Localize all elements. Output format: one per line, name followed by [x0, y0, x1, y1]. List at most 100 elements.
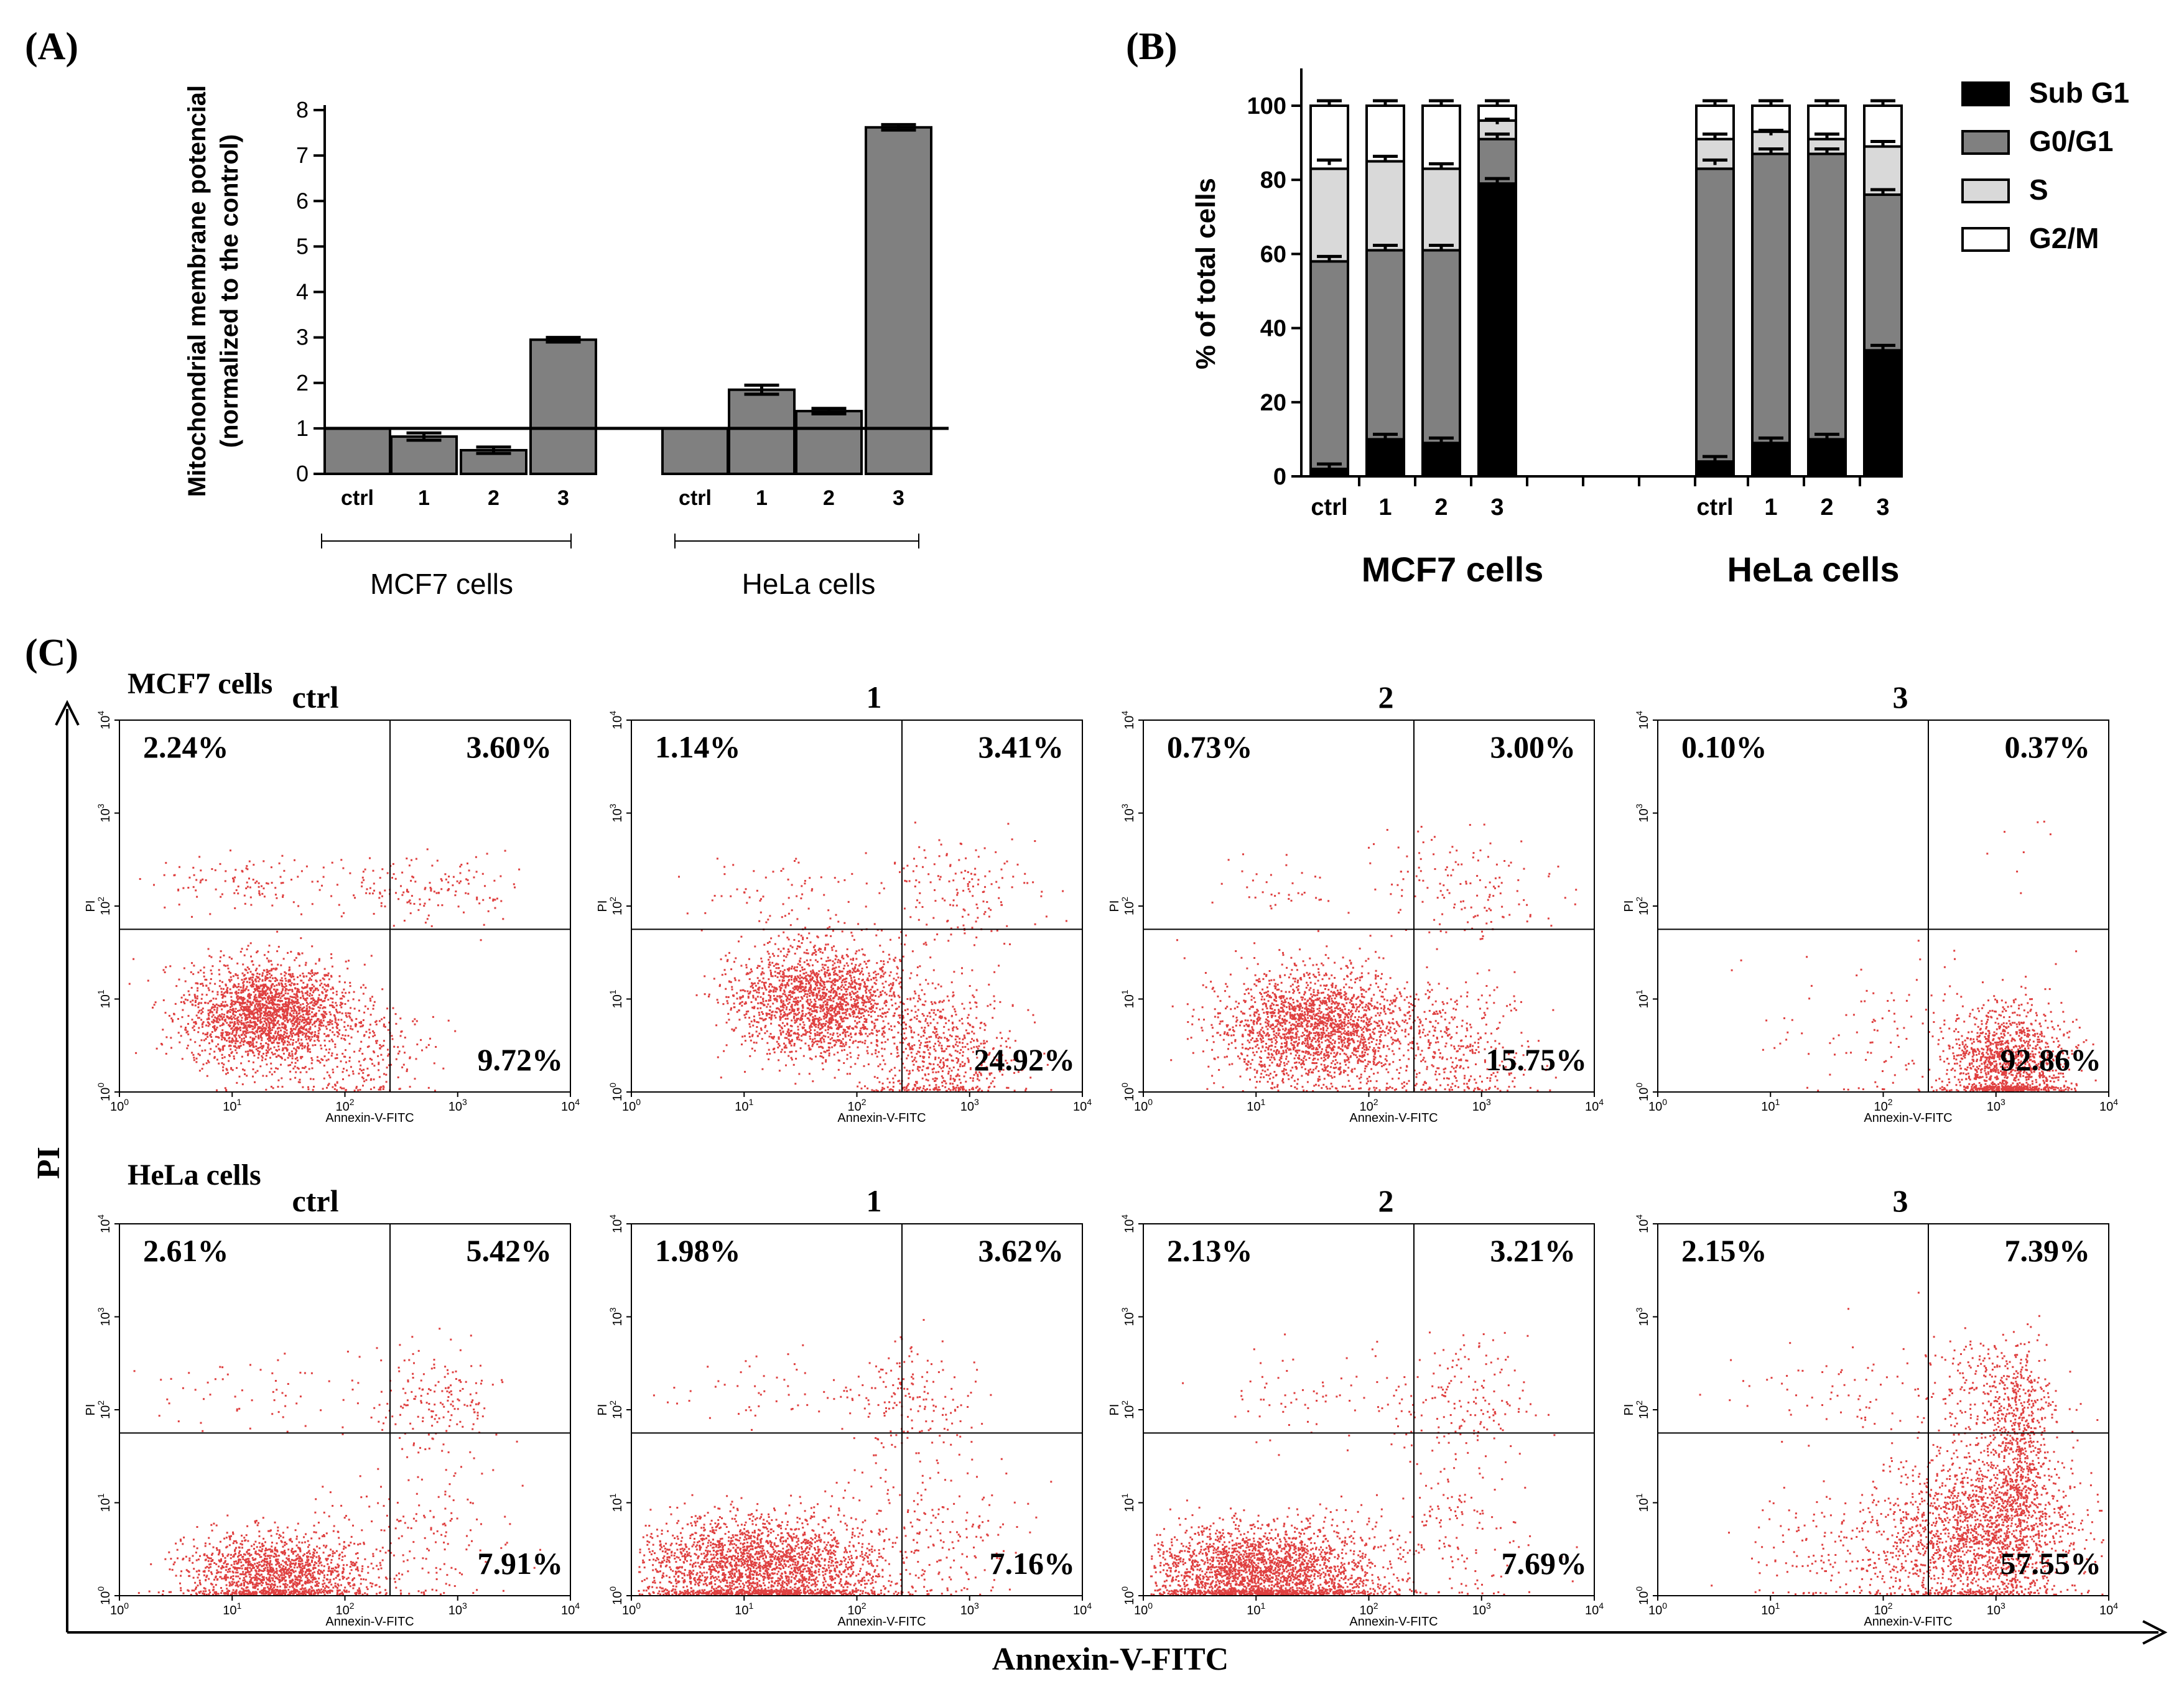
quadrant-lower-right-percent: 7.69%	[1502, 1546, 1587, 1581]
flow-plot: ctrl100100101101102102103103104104Annexi…	[84, 680, 580, 1125]
stacked-bar-segment	[1751, 104, 1791, 133]
quadrant-lower-right-percent: 92.86%	[2000, 1042, 2102, 1077]
y-tick-label: 102	[96, 897, 113, 915]
stacked-bar-segment	[1365, 249, 1405, 441]
y-axis-label-line2: (normalized to the control)	[216, 134, 243, 448]
y-tick-label: 101	[96, 1493, 113, 1512]
y-tick-label: 104	[1634, 711, 1651, 729]
event-dots	[1731, 820, 2097, 1092]
plot-y-axis-label: PI	[84, 900, 98, 912]
x-tick-label: 103	[1987, 1097, 2005, 1114]
quadrant-upper-right-percent: 3.60%	[467, 729, 552, 764]
x-tick-label: ctrl	[1696, 494, 1733, 520]
y-tick-label: 100	[1247, 93, 1286, 119]
y-tick-label: 101	[608, 1493, 625, 1512]
x-tick-label: 1	[418, 486, 430, 510]
plot-frame	[1143, 719, 1595, 1093]
x-tick-label: 1	[756, 486, 768, 510]
y-tick-label: 104	[96, 711, 113, 729]
group-label: HeLa cells	[742, 568, 876, 600]
x-tick-label: 103	[448, 1601, 467, 1617]
quadrant-lower-right-percent: 15.75%	[1486, 1042, 1587, 1077]
quadrant-upper-left-percent: 2.15%	[1681, 1233, 1767, 1268]
quadrant-upper-left-percent: 2.24%	[143, 729, 229, 764]
plot-y-axis-label: PI	[1622, 900, 1636, 912]
plot-title: 1	[867, 1183, 882, 1218]
panel-label-b: (B)	[1126, 25, 1178, 68]
event-dots	[1150, 1331, 1578, 1596]
y-tick-label: 100	[1634, 1586, 1651, 1605]
x-tick-label: 104	[1585, 1601, 1604, 1617]
panel-b-cell-cycle-chart: 0 20 40 60 80 100 ctrl 1 2 3 ctrl 1 2 3 MCF7 cells HeLa…	[1191, 68, 2129, 589]
y-tick-label: 6	[296, 188, 309, 213]
stacked-bar-segment	[1421, 167, 1461, 252]
x-tick-label: 104	[2099, 1097, 2118, 1114]
plot-frame	[119, 1223, 571, 1596]
flow-plot: 2100100101101102102103103104104Annexin-V…	[1108, 1183, 1604, 1629]
plot-x-axis-label: Annexin-V-FITC	[1349, 1111, 1438, 1125]
y-tick-label: 100	[608, 1586, 625, 1605]
y-tick-label: 8	[296, 97, 309, 123]
x-tick-label: 103	[448, 1097, 467, 1114]
y-tick-label: 103	[608, 803, 625, 822]
y-tick-label: 3	[296, 325, 309, 350]
x-tick-label: ctrl	[679, 486, 712, 510]
stacked-bar-segment	[1309, 260, 1349, 471]
bar	[661, 427, 729, 475]
x-tick-label: 101	[223, 1601, 241, 1617]
group-label: MCF7 cells	[1362, 550, 1544, 589]
stacked-bar-segment	[1807, 438, 1847, 478]
flow-plot: 1100100101101102102103103104104Annexin-V…	[596, 680, 1092, 1125]
stacked-bar-segment	[1365, 104, 1405, 163]
y-tick-label: 101	[608, 989, 625, 1008]
x-tick-label: 3	[557, 486, 569, 510]
quadrant-lower-right-percent: 57.55%	[2000, 1546, 2102, 1581]
stacked-bar-segment	[1863, 145, 1903, 197]
y-tick-label: 101	[1634, 989, 1651, 1008]
x-tick-label: 100	[622, 1601, 641, 1617]
flow-plot: 3100100101101102102103103104104Annexin-V…	[1622, 1183, 2118, 1629]
stacked-bar-segment	[1421, 104, 1461, 170]
y-tick-label: 103	[1634, 1307, 1651, 1326]
y-tick-label: 102	[608, 897, 625, 915]
x-tick-label: 3	[1876, 494, 1889, 520]
stacked-bar-segment	[1863, 104, 1903, 148]
plot-x-axis-label: Annexin-V-FITC	[1864, 1111, 1952, 1125]
plot-x-axis-label: Annexin-V-FITC	[1349, 1615, 1438, 1629]
x-tick-label: 100	[110, 1097, 129, 1114]
legend-label: G2/M	[2029, 222, 2099, 254]
stacked-bar-segment	[1695, 460, 1735, 478]
x-tick-label: 102	[1874, 1097, 1892, 1114]
flow-plot: ctrl100100101101102102103103104104Annexi…	[84, 1183, 580, 1629]
plot-title: 3	[1893, 1183, 1908, 1218]
plot-title: ctrl	[292, 1183, 339, 1218]
c-y-arrowhead	[55, 700, 80, 726]
row-label: HeLa cells	[128, 1159, 261, 1191]
y-tick-label: 100	[1634, 1083, 1651, 1101]
group-label: HeLa cells	[1727, 550, 1899, 589]
c-y-axis-label: PI	[31, 1147, 67, 1179]
bar	[865, 126, 932, 476]
y-tick-label: 100	[1120, 1083, 1136, 1101]
event-dots	[128, 848, 521, 1092]
y-tick-label: 60	[1260, 241, 1286, 267]
y-tick-label: 102	[608, 1400, 625, 1419]
x-tick-label: 100	[622, 1097, 641, 1114]
x-tick-label: 104	[1585, 1097, 1604, 1114]
event-dots	[1170, 823, 1578, 1092]
x-tick-label: 1	[1378, 494, 1392, 520]
plot-title: 2	[1378, 1183, 1394, 1218]
y-tick-label: 101	[96, 989, 113, 1008]
panel-label-a: (A)	[25, 25, 78, 68]
stacked-bar-segment	[1477, 137, 1517, 185]
quadrant-lower-right-percent: 7.91%	[478, 1546, 564, 1581]
bar	[529, 338, 597, 475]
legend-swatch	[1961, 178, 2010, 203]
x-tick-label: 3	[1490, 494, 1503, 520]
plot-y-axis-label: PI	[1622, 1404, 1636, 1416]
y-tick-label: 103	[96, 803, 113, 822]
bar	[728, 388, 796, 475]
y-tick-label: 20	[1260, 390, 1286, 416]
y-tick-label: 101	[1120, 1493, 1136, 1512]
